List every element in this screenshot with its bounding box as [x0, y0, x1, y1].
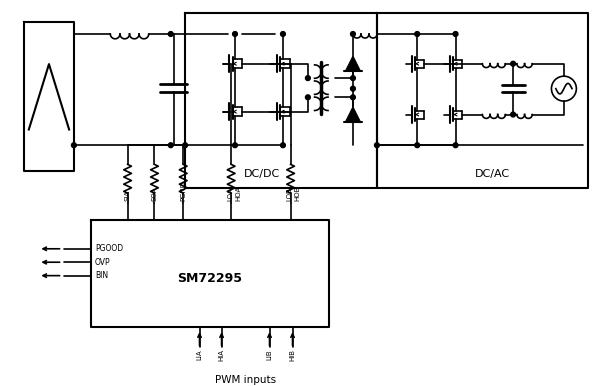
Circle shape [415, 32, 420, 36]
Circle shape [232, 143, 237, 147]
Circle shape [351, 95, 356, 100]
Text: PWM inputs: PWM inputs [215, 375, 276, 385]
Text: SM72295: SM72295 [178, 272, 243, 285]
Polygon shape [345, 56, 361, 71]
Circle shape [351, 86, 356, 91]
Circle shape [306, 76, 310, 81]
Circle shape [351, 32, 356, 36]
Circle shape [71, 143, 76, 147]
Text: LOB: LOB [287, 187, 293, 201]
Text: HOA: HOA [235, 186, 241, 201]
Circle shape [281, 143, 285, 147]
Circle shape [232, 32, 237, 36]
Text: DC/DC: DC/DC [244, 169, 280, 179]
Text: DC/AC: DC/AC [475, 169, 509, 179]
Text: PGOOD: PGOOD [95, 244, 123, 253]
Circle shape [281, 32, 285, 36]
Circle shape [415, 143, 420, 147]
Circle shape [511, 61, 515, 66]
Text: BIN: BIN [95, 271, 108, 280]
Text: HIA: HIA [218, 349, 224, 361]
Circle shape [375, 143, 379, 147]
Text: SIA: SIA [124, 190, 131, 201]
Text: LIB: LIB [267, 349, 273, 360]
Text: PGND: PGND [180, 181, 186, 201]
Text: SOA: SOA [151, 186, 157, 201]
Circle shape [351, 76, 356, 81]
Circle shape [511, 112, 515, 117]
Text: OVP: OVP [95, 258, 110, 267]
Polygon shape [345, 107, 361, 122]
Text: HOB: HOB [295, 185, 300, 201]
Text: LIA: LIA [196, 349, 203, 360]
Text: HIB: HIB [290, 349, 295, 361]
Circle shape [168, 143, 173, 147]
Circle shape [453, 143, 458, 147]
Circle shape [306, 95, 310, 100]
Text: LOA: LOA [227, 187, 233, 201]
Circle shape [168, 32, 173, 36]
Circle shape [453, 32, 458, 36]
Circle shape [183, 143, 187, 147]
